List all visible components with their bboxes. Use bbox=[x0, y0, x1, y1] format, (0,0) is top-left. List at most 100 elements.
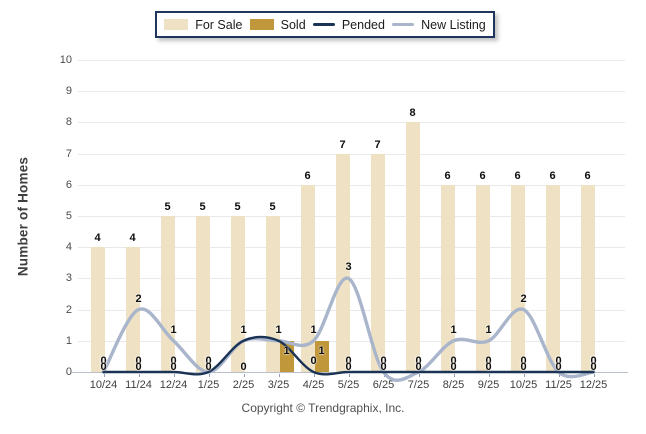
x-axis-tick-label: 6/25 bbox=[372, 379, 395, 391]
x-axis-tick bbox=[208, 374, 210, 377]
label-for-sale: 6 bbox=[444, 169, 451, 182]
legend-label: Pended bbox=[341, 17, 385, 32]
x-axis-tick bbox=[418, 374, 420, 377]
legend-label: New Listing bbox=[421, 17, 486, 32]
x-axis-tick bbox=[593, 374, 595, 377]
y-axis-tick-label: 5 bbox=[65, 210, 72, 222]
label-sold: 1 bbox=[318, 345, 325, 358]
x-axis-tick-label: 11/24 bbox=[125, 379, 152, 391]
legend-label: Sold bbox=[280, 17, 306, 32]
x-axis-tick-label: 4/25 bbox=[302, 379, 325, 391]
x-axis-tick bbox=[488, 374, 490, 377]
label-sold: 0 bbox=[135, 361, 142, 373]
label-sold: 0 bbox=[520, 361, 527, 373]
legend-item-pended: Pended bbox=[312, 17, 385, 32]
y-axis-tick-label: 6 bbox=[65, 178, 72, 191]
label-new-listing: 2 bbox=[135, 292, 142, 305]
bar-for-sale bbox=[440, 184, 455, 372]
bar-for-sale bbox=[125, 247, 140, 372]
x-axis-tick-label: 12/24 bbox=[159, 379, 188, 391]
bar-for-sale bbox=[265, 216, 280, 372]
x-axis-tick bbox=[348, 374, 350, 377]
legend-item-new-listing: New Listing bbox=[392, 18, 486, 32]
label-new-listing: 3 bbox=[345, 261, 352, 274]
label-pended: 0 bbox=[310, 355, 317, 367]
x-axis-tick bbox=[558, 374, 560, 377]
label-for-sale: 5 bbox=[234, 201, 241, 213]
label-new-listing: 1 bbox=[485, 323, 492, 336]
label-new-listing: 1 bbox=[170, 323, 177, 336]
pended-line-swatch-icon bbox=[312, 23, 335, 26]
x-axis-tick bbox=[523, 374, 525, 377]
label-sold: 0 bbox=[240, 361, 247, 373]
gridline bbox=[78, 122, 625, 124]
sold-swatch-icon bbox=[249, 19, 274, 30]
bar-for-sale bbox=[475, 184, 490, 372]
x-axis-tick bbox=[383, 374, 385, 377]
label-for-sale: 4 bbox=[129, 232, 136, 245]
x-axis-tick-label: 10/25 bbox=[509, 379, 538, 391]
label-sold: 0 bbox=[170, 361, 177, 373]
label-sold: 0 bbox=[590, 361, 597, 373]
x-axis-tick-label: 11/25 bbox=[545, 379, 572, 391]
x-axis-tick-label: 7/25 bbox=[407, 379, 430, 391]
x-axis-tick-label: 12/25 bbox=[579, 379, 608, 391]
y-axis-tick-label: 7 bbox=[65, 147, 72, 160]
gridline bbox=[78, 60, 625, 61]
y-axis-tick-label: 4 bbox=[65, 241, 72, 254]
label-for-sale: 6 bbox=[304, 169, 311, 182]
gridline bbox=[78, 184, 625, 186]
bar-for-sale bbox=[405, 122, 420, 372]
bar-for-sale bbox=[90, 247, 105, 372]
x-axis-tick-label: 1/25 bbox=[197, 379, 220, 391]
legend-item-sold: Sold bbox=[249, 17, 306, 32]
y-axis-title: Number of Homes bbox=[15, 156, 31, 277]
legend-item-for-sale: For Sale bbox=[164, 18, 242, 32]
label-sold: 0 bbox=[415, 361, 422, 373]
label-new-listing: 1 bbox=[310, 323, 317, 336]
label-sold: 0 bbox=[345, 361, 352, 373]
legend: For Sale Sold Pended New Listing bbox=[155, 11, 495, 38]
x-axis-tick bbox=[243, 374, 245, 377]
label-sold: 0 bbox=[100, 361, 107, 373]
x-axis-tick-label: 5/25 bbox=[337, 379, 360, 391]
bar-for-sale bbox=[510, 184, 525, 372]
legend-label: For Sale bbox=[195, 17, 243, 32]
gridline bbox=[78, 153, 625, 155]
gridline bbox=[78, 247, 625, 249]
label-new-listing: 1 bbox=[450, 323, 457, 336]
bar-for-sale bbox=[580, 184, 595, 372]
x-axis-tick-label: 8/25 bbox=[442, 379, 465, 391]
x-axis-tick bbox=[313, 374, 315, 377]
y-axis-tick-label: 9 bbox=[65, 85, 72, 98]
bar-for-sale bbox=[370, 153, 385, 372]
label-for-sale: 5 bbox=[164, 201, 171, 213]
x-axis-tick-label: 2/25 bbox=[232, 379, 255, 391]
label-sold: 0 bbox=[485, 361, 492, 373]
label-for-sale: 6 bbox=[584, 169, 591, 182]
x-axis-tick bbox=[173, 374, 175, 377]
label-sold: 0 bbox=[450, 361, 457, 373]
bar-for-sale bbox=[545, 184, 560, 372]
label-for-sale: 4 bbox=[94, 232, 101, 245]
label-sold: 0 bbox=[205, 361, 212, 373]
label-sold: 0 bbox=[555, 361, 562, 373]
y-axis-tick-label: 0 bbox=[65, 366, 72, 378]
gridline bbox=[78, 91, 625, 93]
bar-for-sale bbox=[230, 216, 245, 372]
x-axis-tick-label: 9/25 bbox=[477, 379, 500, 391]
label-for-sale: 5 bbox=[199, 201, 206, 213]
y-axis-tick-label: 2 bbox=[65, 303, 72, 316]
copyright: Copyright © Trendgraphix, Inc. bbox=[241, 401, 405, 415]
label-for-sale: 7 bbox=[339, 138, 346, 151]
label-for-sale: 6 bbox=[514, 169, 521, 182]
x-axis-tick-label: 10/24 bbox=[89, 379, 118, 391]
new-listing-line-swatch-icon bbox=[392, 23, 415, 26]
label-sold: 1 bbox=[283, 345, 290, 358]
y-axis-tick-label: 10 bbox=[59, 54, 72, 66]
y-axis-tick-label: 3 bbox=[65, 272, 72, 285]
label-new-listing: 2 bbox=[520, 292, 527, 305]
y-axis-tick-label: 1 bbox=[65, 334, 72, 347]
label-sold: 0 bbox=[380, 361, 387, 373]
